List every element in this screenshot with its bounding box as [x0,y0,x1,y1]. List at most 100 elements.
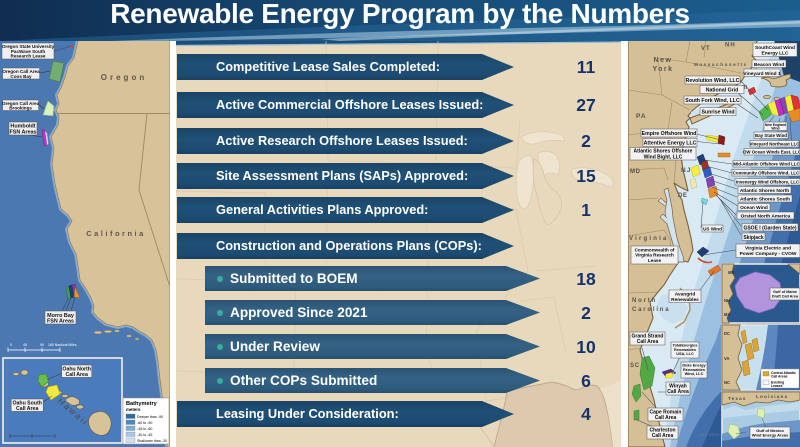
svg-text:Beacon Wind: Beacon Wind [754,62,784,68]
svg-text:GSOE I (Garden State): GSOE I (Garden State) [743,225,796,231]
svg-text:Commonwealth of: Commonwealth of [635,247,675,252]
svg-text:Lease: Lease [648,258,661,263]
svg-text:Mid-Atlantic Offshore Wind LLC: Mid-Atlantic Offshore Wind LLC [733,162,800,167]
svg-text:Cape Romain: Cape Romain [650,410,682,416]
svg-text:Atlantic Shores North: Atlantic Shores North [740,188,789,194]
svg-text:Duke Energy: Duke Energy [682,364,706,368]
svg-text:Avangrid: Avangrid [675,291,696,297]
svg-text:Grand Strand: Grand Strand [632,334,664,340]
svg-text:Charleston: Charleston [649,428,675,434]
svg-text:Oregon Call Area: Oregon Call Area [2,69,40,74]
svg-text:Oahu South: Oahu South [12,400,41,406]
svg-text:Call Areas: Call Areas [771,375,788,379]
svg-text:VA: VA [724,356,730,361]
svg-text:-45 to -60: -45 to -60 [137,427,152,431]
svg-text:Winyah: Winyah [669,384,687,390]
svg-text:OW Ocean Winds East, LLC: OW Ocean Winds East, LLC [743,150,800,155]
svg-text:Virginia Research: Virginia Research [635,253,674,258]
svg-text:DC: DC [724,331,730,336]
svg-text:Coos Bay: Coos Bay [10,74,32,79]
svg-text:USA, LLC: USA, LLC [676,352,694,356]
svg-text:South Fork Wind, LLC: South Fork Wind, LLC [685,98,740,104]
svg-text:-60 to -90: -60 to -90 [137,421,152,425]
svg-text:Virginia: Virginia [629,236,669,242]
svg-text:DE: DE [678,193,688,199]
svg-text:Existing: Existing [771,380,784,384]
svg-text:Shallower than -30: Shallower than -30 [137,439,167,443]
svg-text:Central Atlantic: Central Atlantic [771,371,796,375]
svg-text:Brookings: Brookings [9,106,32,111]
svg-text:Community Offshore Wind, LLC: Community Offshore Wind, LLC [733,171,800,176]
svg-text:Atlantic Shores South: Atlantic Shores South [740,197,790,203]
svg-text:NC: NC [724,380,730,385]
svg-text:California: California [86,229,146,238]
svg-text:New: New [654,57,673,64]
svg-text:MA: MA [724,312,731,317]
svg-text:0: 0 [10,343,12,347]
svg-text:NH: NH [724,298,730,303]
svg-text:Ocean Wind: Ocean Wind [740,205,768,211]
svg-text:SC: SC [630,363,640,369]
svg-text:Oregon State University: Oregon State University [2,44,55,49]
svg-text:Call Area: Call Area [667,389,689,395]
svg-text:Sunrise Wind: Sunrise Wind [701,110,734,116]
svg-text:Louisiana: Louisiana [756,394,788,399]
svg-text:Draft Call Area: Draft Call Area [772,294,799,298]
svg-text:Wind Energy Areas: Wind Energy Areas [752,433,789,438]
svg-text:Renewables: Renewables [674,348,696,352]
svg-text:Skipjack: Skipjack [743,235,764,241]
svg-text:Orsted North America: Orsted North America [741,214,791,220]
svg-text:Energy LLC: Energy LLC [762,50,789,56]
svg-text:ME: ME [728,270,735,275]
svg-text:Gulf of Mexico: Gulf of Mexico [756,428,784,433]
svg-text:Vineyard Northeast LLC: Vineyard Northeast LLC [750,142,800,147]
svg-text:MD: MD [630,169,641,175]
svg-text:VT: VT [701,46,711,52]
svg-text:Wind Bight, LLC: Wind Bight, LLC [644,154,683,160]
svg-text:US Wind: US Wind [703,226,722,231]
svg-text:Call Area: Call Area [655,415,677,421]
svg-text:May 2023: May 2023 [699,432,720,437]
svg-text:45: 45 [23,343,27,347]
svg-text:-30 to -45: -30 to -45 [137,433,152,437]
svg-text:NJ: NJ [681,167,691,174]
svg-text:Power Company - CVOW: Power Company - CVOW [740,251,797,257]
svg-text:Deeper than -90: Deeper than -90 [137,415,163,419]
svg-text:Bay State Wind: Bay State Wind [755,133,787,138]
svg-text:Call Area: Call Area [652,433,674,439]
svg-text:90: 90 [40,343,44,347]
svg-text:Call Area: Call Area [66,372,88,378]
svg-text:TotalEnergies: TotalEnergies [673,344,698,348]
svg-text:SouthCoast Wind: SouthCoast Wind [755,45,795,51]
svg-text:Renewables: Renewables [671,297,699,303]
svg-text:Bathymetry: Bathymetry [126,401,158,407]
svg-text:FSN Areas: FSN Areas [9,129,36,135]
svg-text:Oregon Call Area: Oregon Call Area [2,101,40,106]
svg-text:Revolution Wind, LLC: Revolution Wind, LLC [686,78,740,84]
svg-text:Atlantic Shores Offshore: Atlantic Shores Offshore [634,149,693,155]
svg-text:Leases: Leases [771,384,783,388]
svg-text:FSN Areas: FSN Areas [47,319,74,325]
svg-text:Texas: Texas [728,396,747,401]
svg-text:Massachusetts: Massachusetts [694,62,748,67]
svg-text:Carolina: Carolina [632,307,670,313]
svg-text:PA: PA [636,113,647,120]
svg-text:Call Area: Call Area [16,406,38,412]
svg-text:Wind, LLC: Wind, LLC [685,372,704,376]
svg-text:180 Nautical Miles: 180 Nautical Miles [48,343,77,347]
svg-text:Call Area: Call Area [637,339,659,345]
svg-text:Gulf of Maine: Gulf of Maine [773,290,797,294]
svg-text:North: North [632,298,657,304]
svg-text:Attentive Energy LLC: Attentive Energy LLC [644,141,697,147]
svg-text:NH: NH [725,43,736,49]
svg-text:meters: meters [126,407,141,412]
svg-text:Invenergy Wind Offshore, LLC: Invenergy Wind Offshore, LLC [736,180,800,185]
svg-text:Wind: Wind [771,127,779,131]
svg-text:Oahu North: Oahu North [62,366,91,372]
svg-text:National Grid: National Grid [706,88,739,94]
svg-text:Research Lease: Research Lease [11,54,46,59]
svg-text:Renewables: Renewables [683,368,705,372]
svg-text:Virginia Electric and: Virginia Electric and [745,246,791,252]
svg-text:PacWave South: PacWave South [11,49,45,54]
svg-text:Oregon: Oregon [101,73,147,82]
